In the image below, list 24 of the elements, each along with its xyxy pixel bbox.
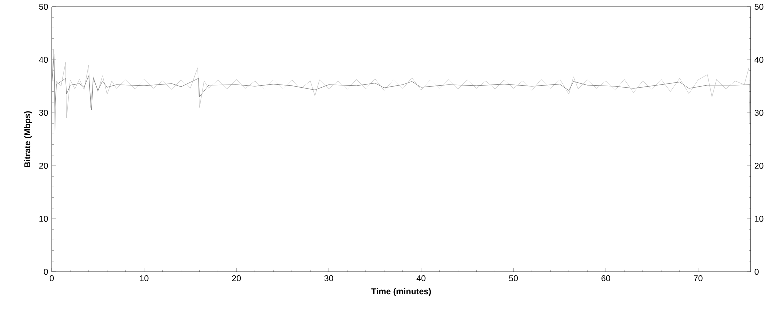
line-series <box>52 49 750 132</box>
x-axis-title: Time (minutes) <box>372 288 432 296</box>
x-tick-label: 60 <box>602 276 610 282</box>
y2-tick-label: 50 <box>754 4 764 10</box>
y2-tick-label: 30 <box>754 110 764 116</box>
x-tick-label: 70 <box>694 276 703 282</box>
x-tick-label: 30 <box>324 276 334 282</box>
y2-tick-label: 0 <box>754 269 759 275</box>
y2-tick-label: 10 <box>755 216 764 222</box>
x-tick-label: 10 <box>140 276 149 282</box>
y-tick-label: 10 <box>40 216 48 222</box>
line-series <box>52 54 751 111</box>
y-tick-label: 0 <box>44 269 48 275</box>
y-tick-label: 50 <box>39 4 48 10</box>
y2-tick-label: 40 <box>754 57 764 63</box>
y-axis-title: Bitrate (Mbps) <box>24 111 32 168</box>
x-tick-label: 0 <box>50 276 54 282</box>
y-tick-label: 40 <box>39 57 48 63</box>
y-tick-label: 30 <box>39 110 48 116</box>
x-tick-label: 40 <box>416 276 426 282</box>
y-tick-label: 20 <box>39 163 48 169</box>
x-tick-label: 50 <box>509 276 518 282</box>
y2-tick-label: 20 <box>754 163 764 169</box>
x-tick-label: 20 <box>232 276 242 282</box>
